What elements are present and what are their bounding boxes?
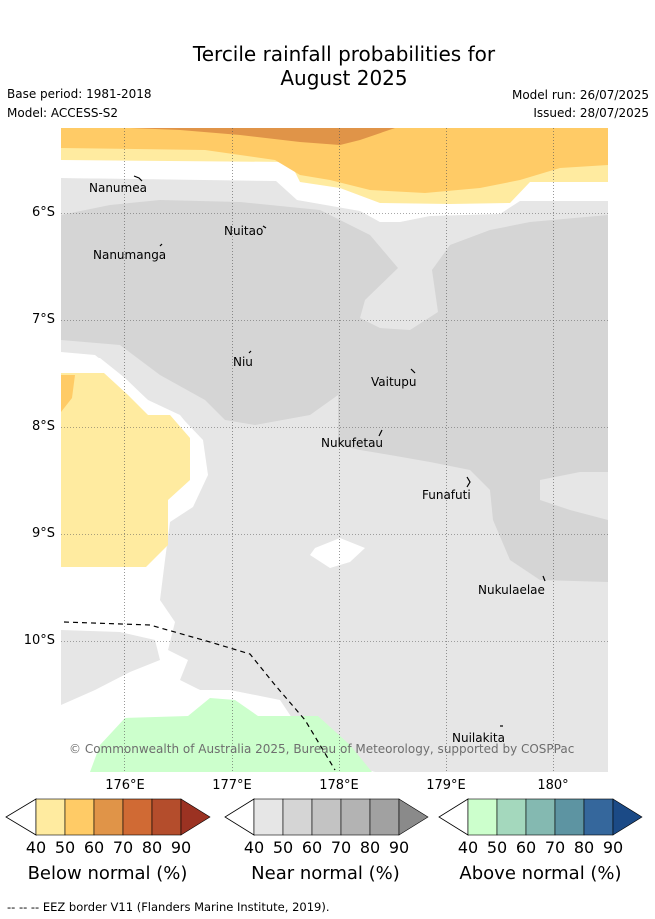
- near-normal-title: Near normal (%): [251, 863, 400, 884]
- lon-label-178e: 178°E: [319, 778, 359, 793]
- near-normal-tick: 90: [388, 838, 410, 857]
- lat-label-9s: 9°S: [31, 526, 55, 541]
- below-normal-tick: 70: [112, 838, 134, 857]
- lat-label-10s: 10°S: [23, 633, 55, 648]
- issued-label: Issued: 28/07/2025: [533, 106, 649, 120]
- island-label-nanumanga: Nanumanga: [93, 248, 167, 262]
- near-normal-colorbar: [224, 798, 429, 836]
- below-normal-swatch-5: [151, 798, 182, 836]
- near-normal-swatch-3: [311, 798, 342, 836]
- map-title-line1: Tercile rainfall probabilities for: [192, 42, 496, 66]
- below-normal-tick: 50: [54, 838, 76, 857]
- below-normal-tick: 40: [25, 838, 47, 857]
- near-normal-tick: 40: [243, 838, 265, 857]
- lon-label-179e: 179°E: [426, 778, 466, 793]
- above-normal-swatch-2: [496, 798, 527, 836]
- above-normal-tick: 80: [573, 838, 595, 857]
- island-label-funafuti: Funafuti: [422, 488, 471, 502]
- below-normal-swatch-2: [64, 798, 95, 836]
- below-normal-tick: 60: [83, 838, 105, 857]
- eez-border-line: [63, 621, 336, 771]
- above-normal-tick: 70: [544, 838, 566, 857]
- graticule: [61, 128, 608, 772]
- lon-label-176e: 176°E: [105, 778, 145, 793]
- model-label: Model: ACCESS-S2: [7, 106, 119, 120]
- below-normal-swatch-4: [122, 798, 153, 836]
- lon-label-180: 180°: [537, 778, 569, 793]
- above-normal-tick: 50: [486, 838, 508, 857]
- below-normal-50-left-region: [61, 375, 75, 412]
- above-normal-swatch-1: [467, 798, 498, 836]
- copyright-notice: © Commonwealth of Australia 2025, Bureau…: [69, 742, 575, 756]
- below-normal-colorbar: [5, 798, 211, 836]
- map-title-line2: August 2025: [280, 66, 408, 90]
- near-normal-swatch-4: [340, 798, 371, 836]
- near-normal-swatch-6: [398, 798, 429, 836]
- model-run-label: Model run: 26/07/2025: [511, 88, 649, 102]
- island-label-vaitupu: Vaitupu: [371, 375, 417, 389]
- colorbars: [5, 798, 643, 836]
- below-normal-tick: 80: [141, 838, 163, 857]
- above-normal-tick: 90: [602, 838, 624, 857]
- below-normal-swatch-1: [35, 798, 66, 836]
- near-normal-swatch-1: [253, 798, 284, 836]
- above-normal-swatch-3: [525, 798, 556, 836]
- lat-label-7s: 7°S: [31, 312, 55, 327]
- island-label-nukufetau: Nukufetau: [321, 436, 384, 450]
- island-label-nuitao: Nuitao: [224, 224, 264, 238]
- island-label-niu: Niu: [233, 355, 253, 369]
- island-label-nuilakita: Nuilakita: [452, 731, 505, 745]
- near-normal-swatch-5: [369, 798, 400, 836]
- below-normal-swatch-3: [93, 798, 124, 836]
- base-period-label: Base period: 1981-2018: [7, 87, 152, 101]
- lat-label-6s: 6°S: [31, 205, 55, 220]
- below-normal-50-top-region: [61, 128, 608, 193]
- below-normal-40-left-region: [61, 373, 190, 567]
- lat-label-8s: 8°S: [31, 419, 55, 434]
- near-normal-50-region: [61, 200, 608, 582]
- eez-footnote: -- -- -- EEZ border V11 (Flanders Marine…: [7, 900, 330, 914]
- below-normal-swatch-6: [180, 798, 211, 836]
- above-normal-swatch-6: [612, 798, 643, 836]
- above-normal-colorbar: [438, 798, 643, 836]
- island-label-nanumea: Nanumea: [89, 181, 147, 195]
- above-normal-tick: 60: [515, 838, 537, 857]
- near-normal-tick: 50: [272, 838, 294, 857]
- below-normal-tick: 90: [170, 838, 192, 857]
- near-normal-tick: 80: [359, 838, 381, 857]
- above-normal-tick: 40: [457, 838, 479, 857]
- near-normal-swatch-2: [282, 798, 313, 836]
- island-marks: [133, 175, 546, 727]
- near-normal-tick: 70: [330, 838, 352, 857]
- near-normal-tick: 60: [301, 838, 323, 857]
- below-normal-title: Below normal (%): [27, 863, 188, 884]
- island-label-nukulaelae: Nukulaelae: [478, 583, 545, 597]
- above-normal-swatch-4: [554, 798, 585, 836]
- above-normal-swatch-5: [583, 798, 614, 836]
- lon-label-177e: 177°E: [212, 778, 252, 793]
- below-normal-60-top-region: [130, 128, 395, 145]
- above-normal-title: Above normal (%): [459, 863, 622, 884]
